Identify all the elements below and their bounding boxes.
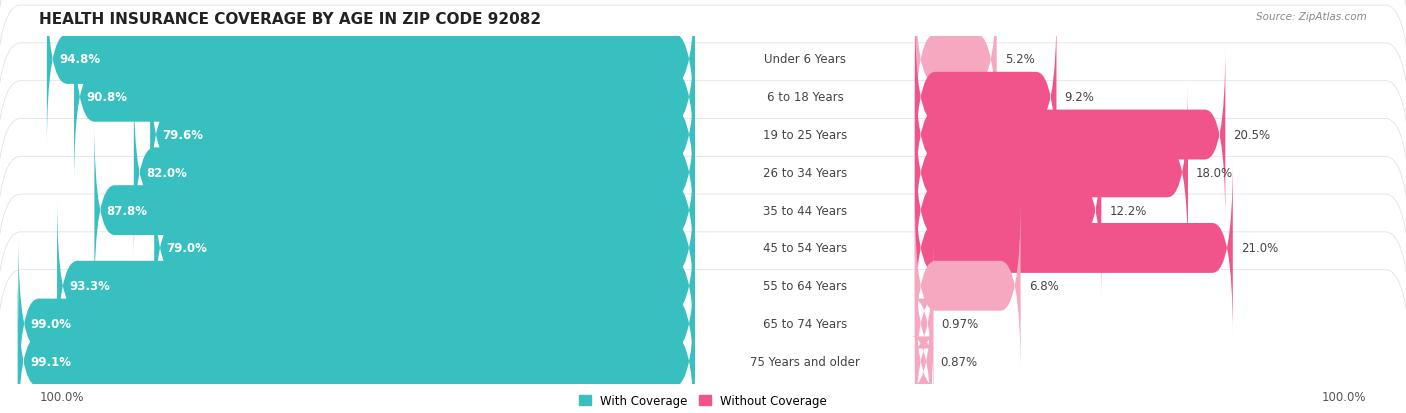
- FancyBboxPatch shape: [0, 119, 1406, 302]
- Text: 26 to 34 Years: 26 to 34 Years: [763, 166, 846, 179]
- Text: 93.3%: 93.3%: [69, 280, 110, 292]
- Text: 100.0%: 100.0%: [39, 390, 84, 403]
- Text: 79.0%: 79.0%: [166, 242, 207, 255]
- FancyBboxPatch shape: [915, 0, 997, 148]
- Text: Source: ZipAtlas.com: Source: ZipAtlas.com: [1256, 12, 1367, 22]
- FancyBboxPatch shape: [911, 273, 935, 413]
- Text: 5.2%: 5.2%: [1005, 53, 1035, 66]
- Text: 90.8%: 90.8%: [86, 91, 128, 104]
- FancyBboxPatch shape: [150, 47, 695, 223]
- FancyBboxPatch shape: [915, 198, 1021, 374]
- Text: 45 to 54 Years: 45 to 54 Years: [763, 242, 846, 255]
- FancyBboxPatch shape: [18, 235, 695, 412]
- Text: 19 to 25 Years: 19 to 25 Years: [763, 129, 846, 142]
- FancyBboxPatch shape: [46, 0, 695, 148]
- Text: 100.0%: 100.0%: [1322, 390, 1367, 403]
- Text: 94.8%: 94.8%: [59, 53, 100, 66]
- Text: 75 Years and older: 75 Years and older: [749, 355, 860, 368]
- FancyBboxPatch shape: [0, 44, 1406, 227]
- Text: 99.1%: 99.1%: [30, 355, 70, 368]
- FancyBboxPatch shape: [0, 270, 1406, 413]
- FancyBboxPatch shape: [915, 160, 1233, 337]
- Text: 18.0%: 18.0%: [1197, 166, 1233, 179]
- FancyBboxPatch shape: [94, 122, 695, 299]
- Text: Under 6 Years: Under 6 Years: [763, 53, 846, 66]
- FancyBboxPatch shape: [75, 9, 695, 186]
- FancyBboxPatch shape: [155, 160, 695, 337]
- Text: 21.0%: 21.0%: [1241, 242, 1278, 255]
- FancyBboxPatch shape: [0, 195, 1406, 377]
- FancyBboxPatch shape: [18, 273, 695, 413]
- Text: 35 to 44 Years: 35 to 44 Years: [763, 204, 846, 217]
- Text: 55 to 64 Years: 55 to 64 Years: [763, 280, 846, 292]
- Text: 9.2%: 9.2%: [1064, 91, 1094, 104]
- FancyBboxPatch shape: [0, 81, 1406, 264]
- Text: HEALTH INSURANCE COVERAGE BY AGE IN ZIP CODE 92082: HEALTH INSURANCE COVERAGE BY AGE IN ZIP …: [39, 12, 541, 27]
- FancyBboxPatch shape: [915, 85, 1188, 261]
- Legend: With Coverage, Without Coverage: With Coverage, Without Coverage: [579, 394, 827, 407]
- Text: 6 to 18 Years: 6 to 18 Years: [766, 91, 844, 104]
- Text: 82.0%: 82.0%: [146, 166, 187, 179]
- FancyBboxPatch shape: [915, 122, 1101, 299]
- FancyBboxPatch shape: [134, 85, 695, 261]
- FancyBboxPatch shape: [0, 0, 1406, 151]
- FancyBboxPatch shape: [0, 6, 1406, 189]
- Text: 65 to 74 Years: 65 to 74 Years: [763, 317, 846, 330]
- Text: 6.8%: 6.8%: [1029, 280, 1059, 292]
- FancyBboxPatch shape: [0, 157, 1406, 340]
- Text: 0.97%: 0.97%: [942, 317, 979, 330]
- Text: 20.5%: 20.5%: [1233, 129, 1271, 142]
- Text: 79.6%: 79.6%: [162, 129, 204, 142]
- FancyBboxPatch shape: [915, 47, 1225, 223]
- Text: 0.87%: 0.87%: [941, 355, 977, 368]
- FancyBboxPatch shape: [912, 235, 935, 412]
- Text: 87.8%: 87.8%: [107, 204, 148, 217]
- Text: 12.2%: 12.2%: [1109, 204, 1147, 217]
- FancyBboxPatch shape: [58, 198, 695, 374]
- FancyBboxPatch shape: [0, 232, 1406, 413]
- FancyBboxPatch shape: [915, 9, 1056, 186]
- Text: 99.0%: 99.0%: [31, 317, 72, 330]
